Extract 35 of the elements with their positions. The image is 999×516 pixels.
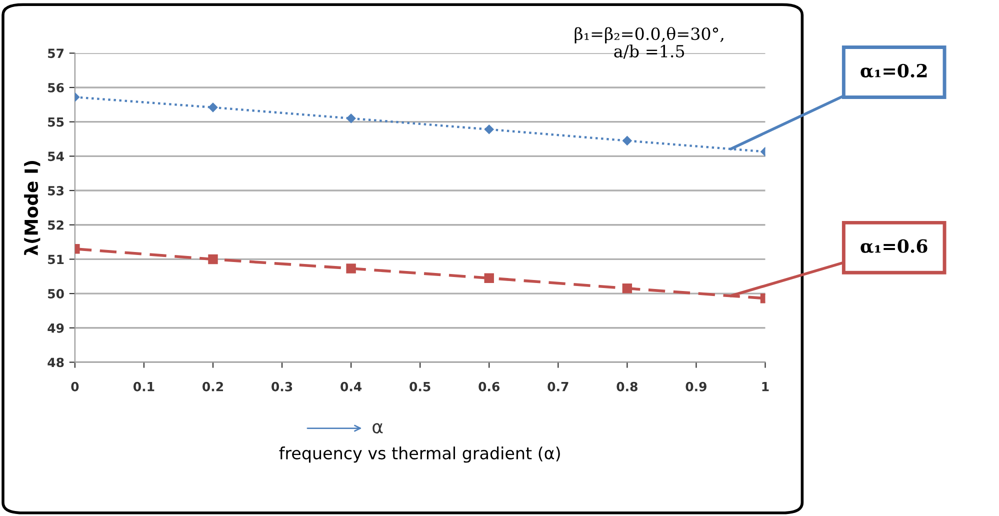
- point: [208, 102, 218, 112]
- x-tick-label: 0.5: [410, 382, 430, 392]
- text: α₁=0.2: [860, 64, 927, 78]
- point: [346, 114, 356, 124]
- x-tick-label: 0.6: [478, 382, 500, 392]
- text: α: [372, 423, 383, 434]
- x-tick-label: 0.3: [272, 382, 292, 392]
- y-tick-label: 54: [48, 152, 64, 162]
- point: [208, 254, 218, 264]
- y-tick-label: 48: [48, 358, 64, 368]
- x-tick-label: 0.9: [686, 382, 706, 392]
- y-tick-label: 57: [48, 48, 64, 58]
- x-tick-label: 0.1: [133, 382, 154, 392]
- y-tick-label: 56: [48, 82, 64, 92]
- point: [484, 273, 494, 283]
- x-axis-title: frequency vs thermal gradient (α): [279, 446, 560, 463]
- y-tick-label: 51: [48, 254, 64, 264]
- point: [622, 136, 632, 146]
- y-tick-label: 50: [48, 289, 64, 298]
- y-tick-label: 55: [48, 117, 64, 127]
- x-tick-label: 0: [71, 382, 79, 392]
- text: α₁=0.6: [860, 239, 928, 253]
- x-tick-label: 0.2: [202, 382, 223, 392]
- y-tick-label: 49: [48, 323, 64, 333]
- y-axis-title: λ(Mode I): [24, 161, 40, 256]
- x-tick-label: 0.8: [616, 382, 638, 392]
- y-tick-label: 52: [48, 220, 64, 230]
- x-tick-label: 0.7: [548, 382, 568, 392]
- point: [622, 284, 632, 294]
- point: [484, 124, 494, 134]
- point: [346, 264, 356, 274]
- x-tick-label: 0.4: [340, 382, 362, 392]
- x-tick-label: 1: [762, 382, 769, 392]
- annotation: β₁=β₂=0.0,θ=30°, a/b =1.5: [574, 27, 724, 59]
- y-tick-label: 53: [48, 186, 64, 196]
